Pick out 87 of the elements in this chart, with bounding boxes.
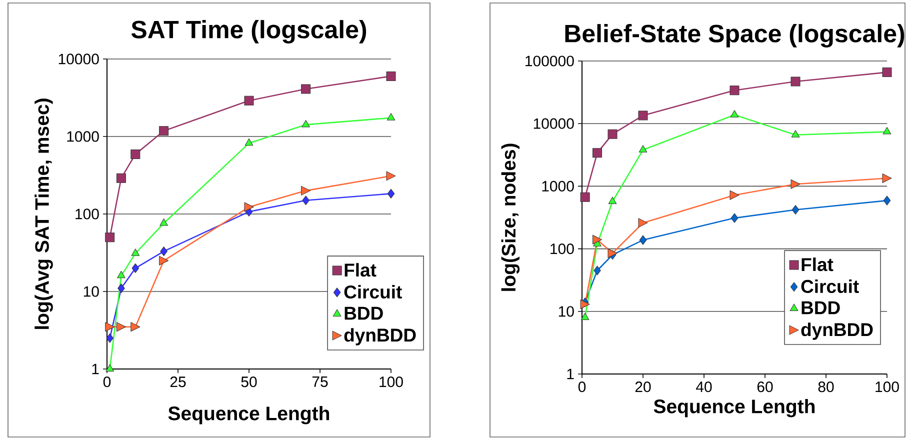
point xyxy=(638,218,648,228)
legend-label: dynBDD xyxy=(344,328,416,346)
point xyxy=(730,213,738,223)
point xyxy=(159,126,169,136)
point xyxy=(301,186,311,196)
point xyxy=(160,218,168,226)
y-tick-label: 100000 xyxy=(526,56,574,66)
point xyxy=(116,173,126,183)
point xyxy=(882,173,892,183)
point xyxy=(302,120,310,128)
x-tick-label: 100 xyxy=(876,382,899,392)
point xyxy=(639,235,647,245)
point xyxy=(594,266,601,276)
point xyxy=(130,322,140,332)
point xyxy=(730,86,740,96)
point xyxy=(131,248,140,256)
x-tick-label: 40 xyxy=(696,382,712,392)
x-tick-label: 75 xyxy=(312,376,328,387)
point xyxy=(638,145,648,152)
legend-label: Circuit xyxy=(344,284,402,299)
point xyxy=(244,138,254,146)
point xyxy=(301,84,311,94)
point xyxy=(387,188,395,198)
x-tick-label: 25 xyxy=(170,376,186,388)
point xyxy=(883,196,891,206)
point xyxy=(580,312,590,320)
point xyxy=(105,232,115,242)
y-tick-label: 1000 xyxy=(542,180,574,192)
y-tick-label: 10 xyxy=(558,306,574,317)
point xyxy=(159,256,169,266)
point xyxy=(244,96,254,106)
point xyxy=(730,110,739,118)
x-tick-label: 50 xyxy=(241,376,257,388)
legend-label: Flat xyxy=(344,263,376,277)
point xyxy=(790,179,800,189)
point xyxy=(130,150,140,160)
x-axis-title: Sequence Length xyxy=(168,406,330,424)
y-tick-label: 100 xyxy=(550,243,574,254)
legend-label: Flat xyxy=(802,258,834,272)
chart-title: Belief-State Space (logscale) xyxy=(565,24,904,48)
y-tick-label: 1000 xyxy=(67,131,99,142)
x-tick-label: 20 xyxy=(635,382,651,392)
point xyxy=(386,113,396,120)
legend-label: BDD xyxy=(344,306,383,320)
point xyxy=(386,71,396,81)
point xyxy=(791,130,800,138)
legend-label: dynBDD xyxy=(801,322,873,340)
point xyxy=(106,333,114,343)
y-axis-title: log(Size, nodes) xyxy=(501,144,520,291)
point xyxy=(132,263,140,273)
x-tick-label: 0 xyxy=(578,382,586,392)
point xyxy=(730,190,740,200)
point xyxy=(118,284,125,294)
point xyxy=(790,76,800,86)
point xyxy=(638,110,648,120)
y-tick-label: 10000 xyxy=(534,118,574,129)
y-tick-label: 10000 xyxy=(58,54,99,64)
point xyxy=(792,205,800,215)
legend-label: Circuit xyxy=(801,279,859,294)
y-tick-label: 10 xyxy=(84,286,99,297)
point xyxy=(608,129,618,139)
point xyxy=(116,322,126,332)
legend-label: BDD xyxy=(802,301,840,314)
point xyxy=(882,68,892,78)
point xyxy=(117,270,126,278)
point xyxy=(160,246,168,256)
point xyxy=(608,196,617,204)
x-tick-label: 0 xyxy=(103,376,111,388)
point xyxy=(592,234,602,244)
chart-title: SAT Time (logscale) xyxy=(131,20,366,44)
point xyxy=(592,148,602,158)
point xyxy=(106,364,114,372)
y-axis-title: log(Avg SAT Time, msec) xyxy=(34,98,53,329)
point xyxy=(244,202,254,212)
x-tick-label: 100 xyxy=(380,376,403,388)
point xyxy=(105,322,115,332)
y-tick-label: 1 xyxy=(92,364,99,374)
point xyxy=(386,171,396,181)
x-tick-label: 80 xyxy=(818,382,834,392)
point xyxy=(882,127,892,134)
y-tick-label: 100 xyxy=(76,208,99,220)
point xyxy=(302,196,310,206)
point xyxy=(580,192,590,202)
point xyxy=(580,300,590,310)
y-tick-label: 1 xyxy=(567,368,574,380)
x-tick-label: 60 xyxy=(757,382,773,392)
x-axis-title: Sequence Length xyxy=(654,399,815,418)
